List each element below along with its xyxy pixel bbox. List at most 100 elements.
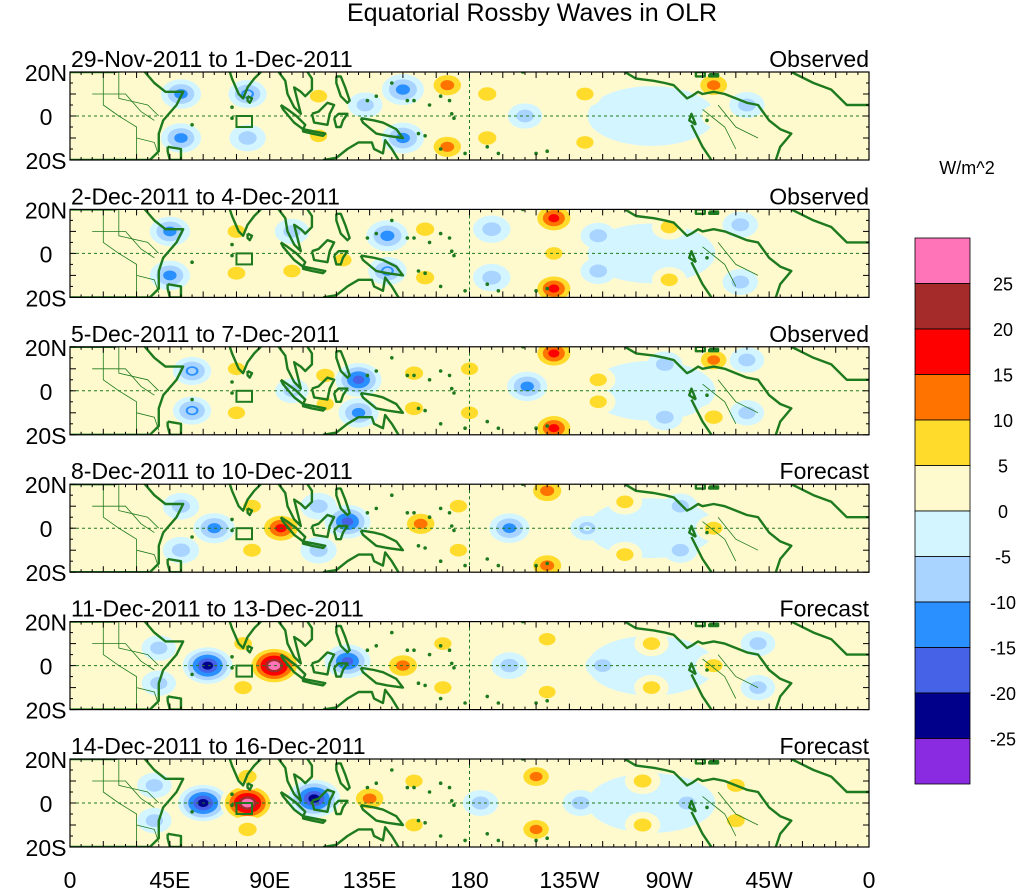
olr-anomaly — [452, 356, 487, 382]
island — [485, 557, 490, 561]
panel-kind: Forecast — [780, 596, 870, 622]
island — [230, 803, 234, 807]
island — [423, 683, 427, 688]
coastline — [166, 283, 183, 298]
island — [423, 134, 427, 138]
anomaly-core — [288, 268, 296, 274]
coastline — [332, 249, 349, 266]
colorbar-label: 25 — [993, 275, 1013, 295]
olr-anomaly — [406, 264, 444, 291]
olr-anomaly — [396, 768, 432, 794]
island — [190, 672, 194, 677]
colorbar-label: -20 — [990, 684, 1016, 704]
coastlines — [70, 346, 869, 435]
y-tick-label: 20N — [25, 747, 67, 773]
country-border — [702, 658, 737, 699]
anomaly-core — [594, 377, 603, 383]
anomaly-core — [454, 503, 463, 509]
island — [449, 249, 454, 253]
coastline — [690, 124, 713, 160]
colorbar-swatch — [914, 510, 971, 557]
colorbar-swatch — [914, 647, 971, 694]
coastline — [277, 621, 314, 665]
olr-anomaly — [694, 346, 733, 375]
anomaly-core — [365, 795, 375, 802]
panel: 20N 0 20S 2-Dec-2011 to 4-Dec-2011 Observed — [25, 183, 870, 311]
island — [452, 116, 456, 120]
anomaly-core — [416, 520, 426, 528]
island — [416, 818, 421, 823]
coastline — [790, 346, 869, 381]
anomaly-core — [354, 409, 363, 417]
anomaly-core — [439, 684, 447, 691]
olr-anomaly — [580, 389, 616, 415]
anomaly-core — [647, 640, 656, 647]
olr-anomaly — [567, 129, 603, 156]
colorbar-label: 5 — [998, 457, 1008, 477]
country-border — [92, 368, 155, 396]
anomaly-core — [487, 274, 496, 281]
olr-anomaly — [469, 80, 506, 108]
anomaly-core — [232, 270, 241, 277]
coastline — [310, 651, 336, 676]
coastline — [166, 420, 183, 435]
island — [438, 284, 443, 289]
olr-anomaly — [349, 783, 391, 814]
coastline — [277, 484, 314, 528]
coastline — [70, 346, 185, 435]
coastline — [277, 346, 314, 390]
island — [405, 511, 410, 515]
coastline — [246, 644, 254, 654]
olr-anomaly — [526, 484, 569, 507]
coastline — [279, 790, 307, 818]
coastline — [624, 484, 793, 573]
colorbar-label: 20 — [993, 320, 1013, 340]
coastline — [228, 484, 262, 512]
island — [405, 373, 410, 378]
coastline — [322, 688, 400, 710]
colorbar-swatch — [914, 692, 971, 739]
coastline — [277, 209, 314, 253]
island — [485, 419, 490, 424]
island — [534, 563, 538, 568]
olr-anomaly — [530, 626, 564, 652]
olr-anomaly — [634, 674, 669, 701]
panel-kind: Observed — [769, 183, 869, 209]
coastline — [310, 788, 336, 813]
island — [230, 391, 234, 395]
island — [545, 836, 549, 840]
island — [390, 493, 394, 498]
olr-field — [70, 484, 869, 573]
x-tick-label: 45W — [745, 867, 793, 890]
coastline — [688, 524, 697, 539]
anomaly-core — [676, 547, 685, 553]
coastline — [688, 662, 697, 676]
island — [438, 644, 443, 648]
island — [230, 380, 234, 384]
x-tick-label: 90E — [249, 867, 290, 890]
olr-anomaly — [234, 537, 270, 564]
island — [416, 406, 421, 411]
coastline — [688, 249, 697, 264]
coastline — [228, 72, 262, 100]
olr-anomaly — [516, 762, 556, 791]
anomaly-core — [398, 86, 408, 94]
coastline — [70, 72, 185, 160]
olr-field — [70, 72, 869, 160]
island — [534, 838, 538, 843]
island — [423, 271, 427, 276]
olr-anomaly — [228, 79, 267, 109]
colorbar: W/m^2 25 20 15 10 5 0 -5 -10 -15 -20 -25 — [914, 158, 1016, 785]
island — [545, 424, 549, 428]
island — [374, 94, 379, 98]
coastline — [335, 212, 351, 242]
island — [405, 98, 410, 103]
region-box — [235, 389, 253, 403]
coastline — [301, 815, 327, 824]
island — [374, 506, 379, 511]
anomaly-core — [542, 562, 552, 570]
y-tick-label: 20S — [26, 560, 67, 586]
coastline — [246, 369, 254, 379]
coastline — [708, 622, 720, 628]
